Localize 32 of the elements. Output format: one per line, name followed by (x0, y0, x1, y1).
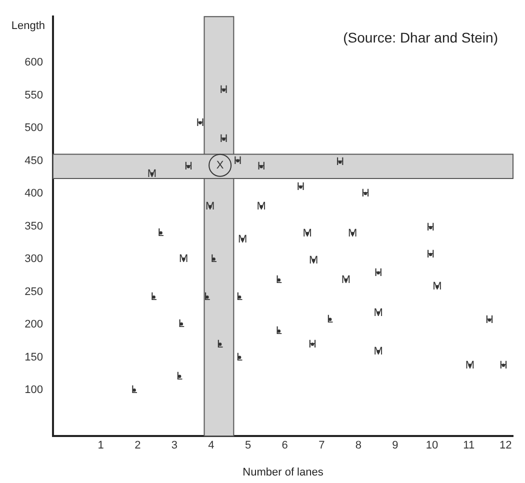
text: L (176, 370, 183, 382)
x-tick-label: 6 (282, 440, 288, 452)
x-tick-label: 10 (426, 440, 438, 452)
y-tick-label: 150 (24, 351, 43, 364)
x-tick-label: 9 (392, 440, 398, 452)
text: L (327, 313, 334, 326)
x-tick-label: 2 (134, 440, 141, 452)
series-label: L (236, 351, 243, 364)
x-tick-label: 1 (98, 440, 104, 452)
y-tick-label: 200 (24, 318, 43, 331)
y-tick-label: 250 (24, 286, 43, 298)
x-tick-label: 8 (355, 440, 362, 452)
x-tick-label: 11 (463, 440, 475, 452)
y-axis-title: Length (11, 20, 45, 32)
x-tick-label: 12 (500, 440, 512, 452)
x-tick-label: 3 (171, 440, 178, 452)
annotation: (Source: Dhar and Stein) (343, 29, 498, 46)
text: L (217, 338, 224, 350)
y-tick-label: 600 (24, 56, 43, 69)
y-tick-label: 100 (24, 384, 43, 396)
x-tick-label: 7 (318, 440, 325, 452)
y-tick-label: 300 (24, 253, 43, 266)
series-label: X (216, 159, 224, 172)
y-tick-label: 550 (24, 89, 43, 102)
text: L (236, 291, 243, 304)
x-axis-title: Number of lanes (242, 466, 324, 478)
y-tick-label: 400 (24, 188, 43, 200)
x-tick-label: 5 (244, 440, 252, 452)
y-tick-label: 500 (24, 122, 43, 134)
x-tick-label: 4 (208, 440, 214, 452)
y-tick-label: 350 (24, 220, 43, 232)
y-tick-label: 450 (24, 154, 43, 167)
